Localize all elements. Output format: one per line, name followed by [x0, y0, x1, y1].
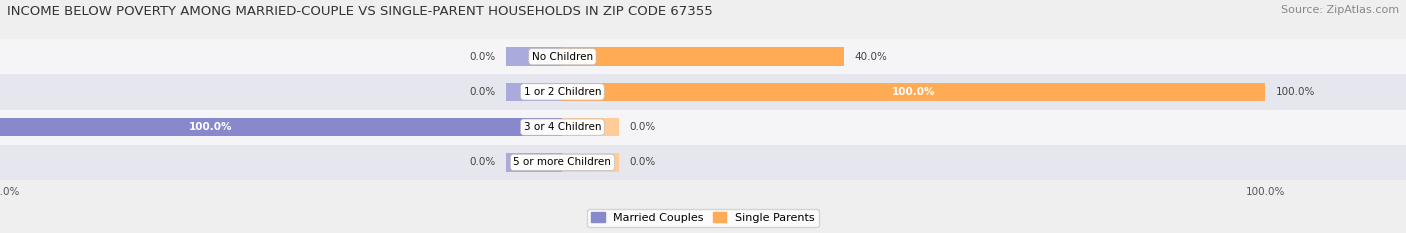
Text: 0.0%: 0.0% — [470, 52, 496, 62]
Bar — [0, 110, 1406, 145]
Text: 5 or more Children: 5 or more Children — [513, 157, 612, 167]
Bar — [0, 145, 1406, 180]
Text: 1 or 2 Children: 1 or 2 Children — [523, 87, 602, 97]
Bar — [506, 48, 562, 66]
Text: 0.0%: 0.0% — [470, 157, 496, 167]
Bar — [562, 48, 844, 66]
Bar — [562, 118, 619, 136]
Bar — [562, 83, 1265, 101]
Legend: Married Couples, Single Parents: Married Couples, Single Parents — [588, 209, 818, 227]
Text: Source: ZipAtlas.com: Source: ZipAtlas.com — [1281, 5, 1399, 15]
Text: 0.0%: 0.0% — [630, 157, 655, 167]
Text: 100.0%: 100.0% — [1277, 87, 1316, 97]
Text: 100.0%: 100.0% — [190, 122, 232, 132]
Text: 0.0%: 0.0% — [470, 87, 496, 97]
Text: 0.0%: 0.0% — [630, 122, 655, 132]
Bar — [0, 118, 562, 136]
Text: 3 or 4 Children: 3 or 4 Children — [523, 122, 602, 132]
Text: No Children: No Children — [531, 52, 593, 62]
Text: 40.0%: 40.0% — [855, 52, 887, 62]
Bar — [0, 39, 1406, 74]
Bar — [506, 153, 562, 171]
Bar — [506, 83, 562, 101]
Bar — [0, 74, 1406, 110]
Text: INCOME BELOW POVERTY AMONG MARRIED-COUPLE VS SINGLE-PARENT HOUSEHOLDS IN ZIP COD: INCOME BELOW POVERTY AMONG MARRIED-COUPL… — [7, 5, 713, 18]
Text: 100.0%: 100.0% — [893, 87, 935, 97]
Bar — [562, 153, 619, 171]
